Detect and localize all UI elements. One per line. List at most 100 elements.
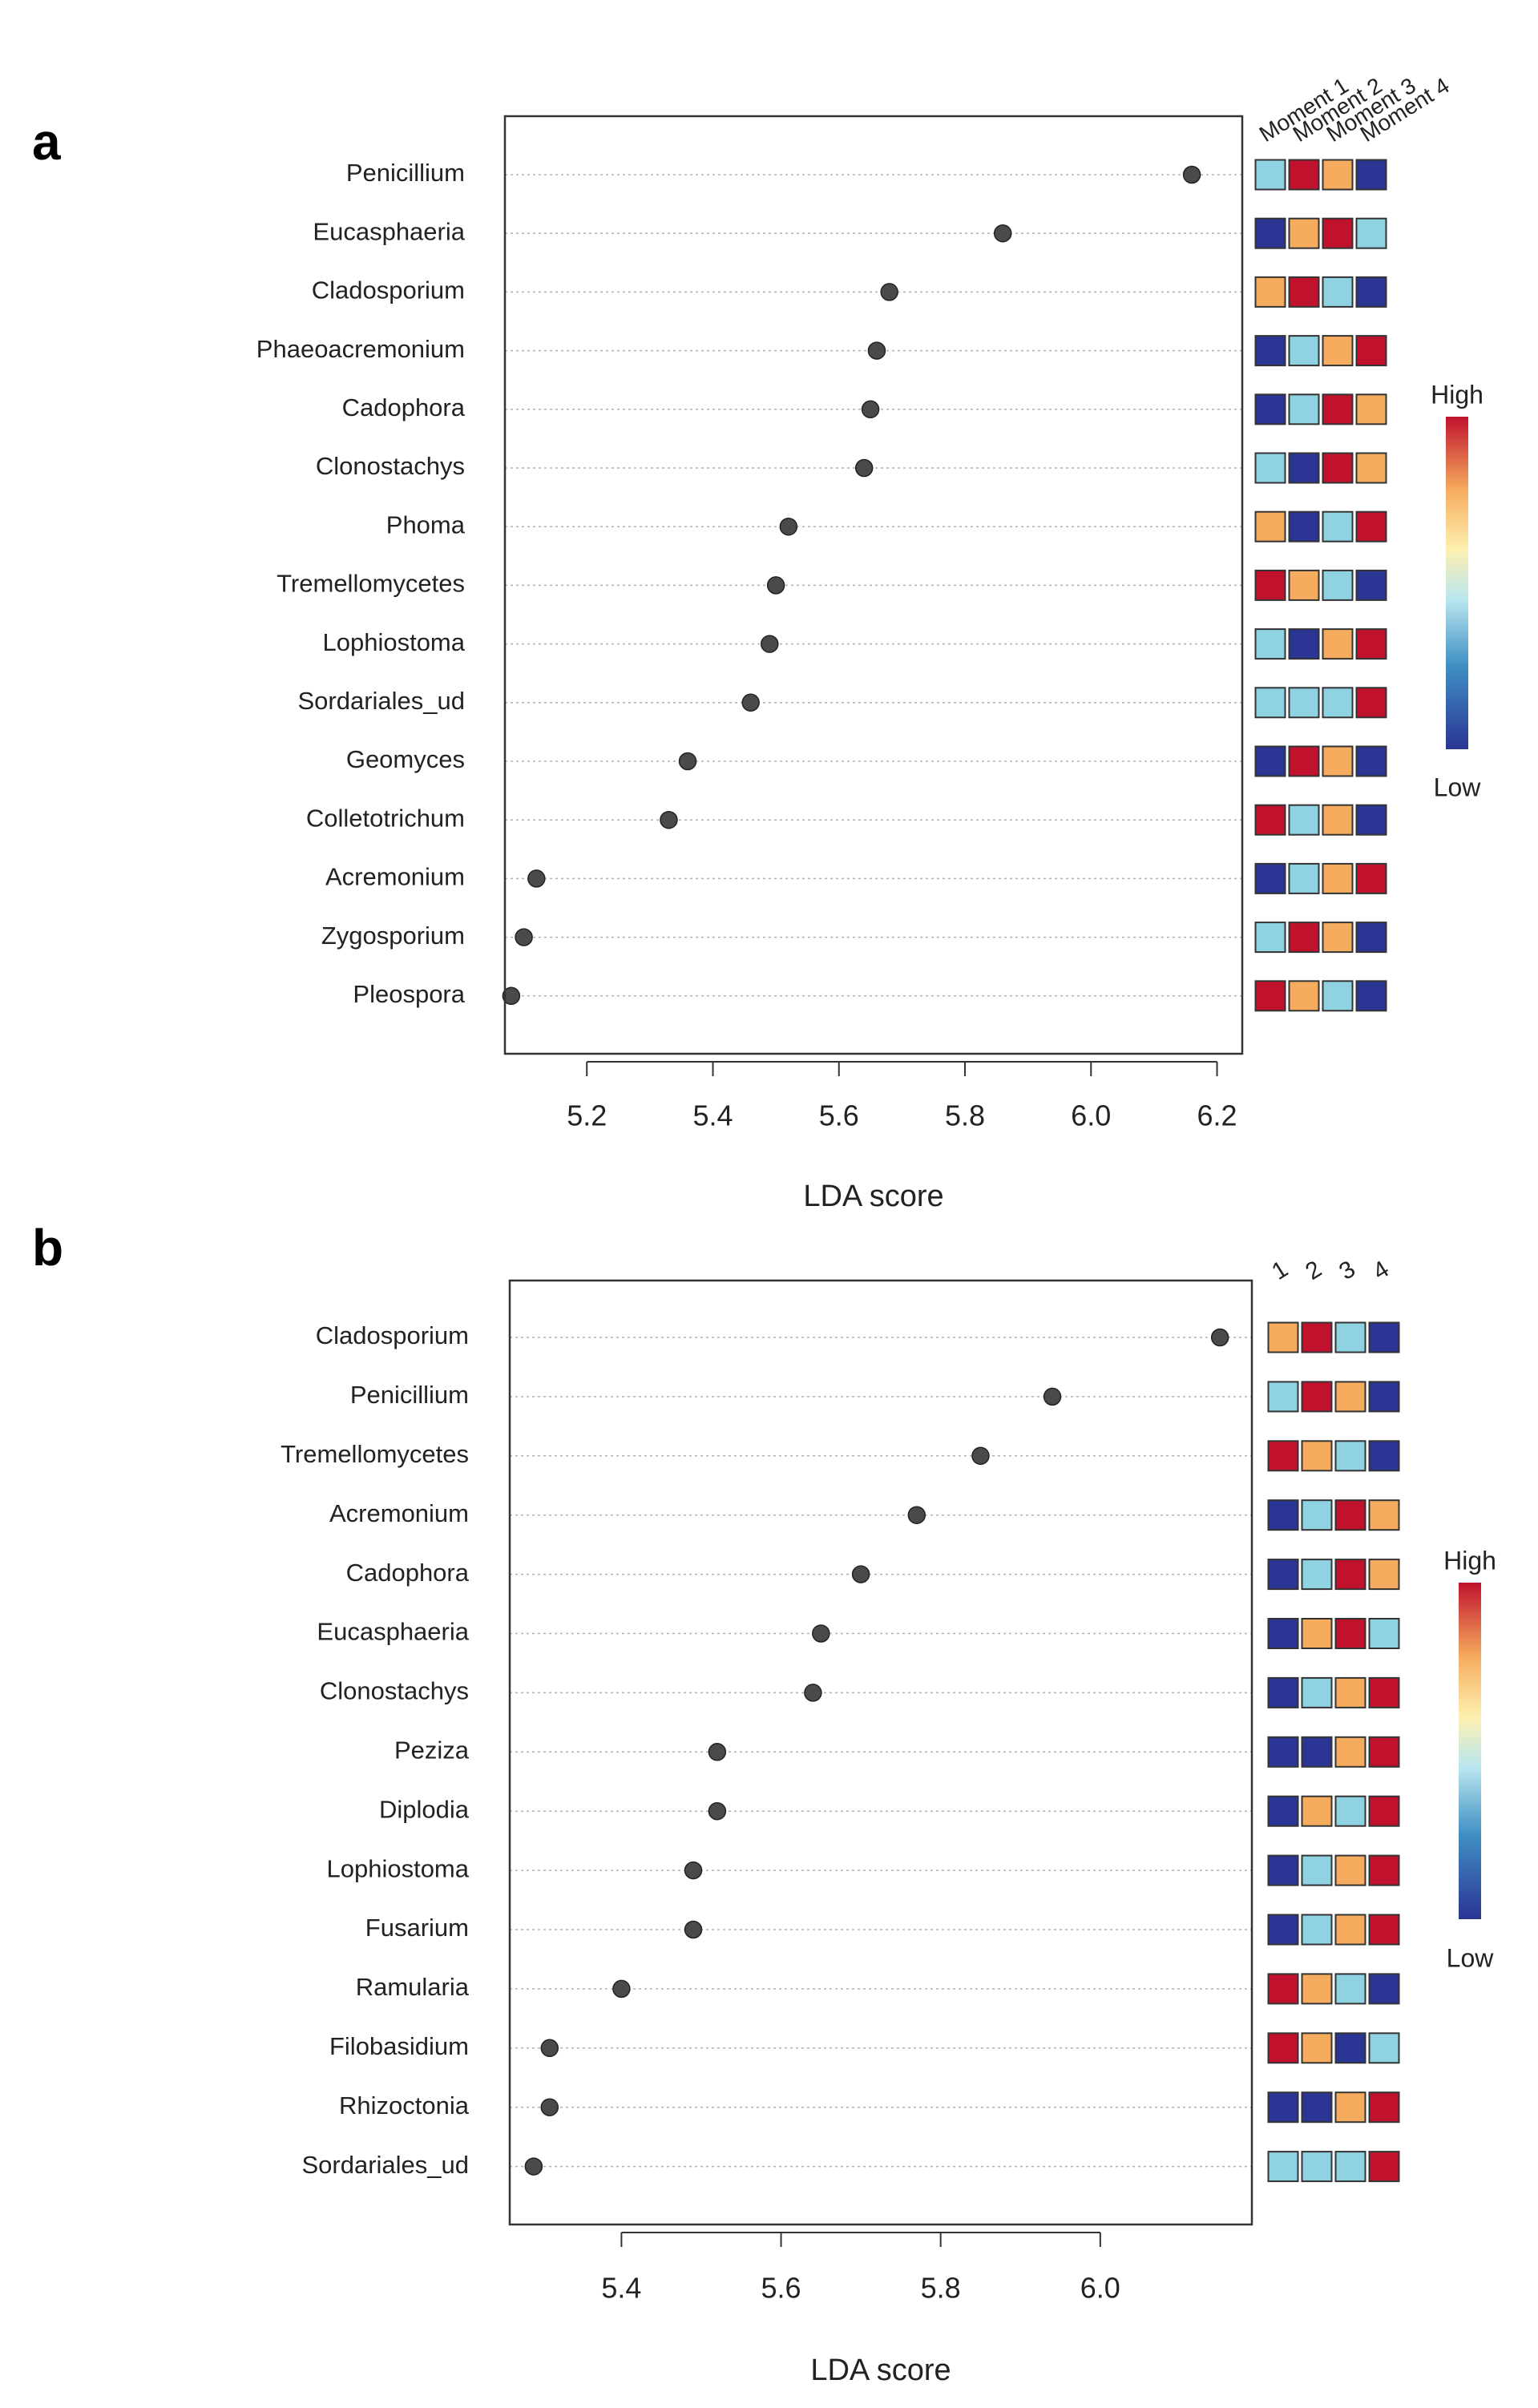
heatmap-cell <box>1355 804 1387 836</box>
heatmap-cell <box>1368 1795 1400 1827</box>
heatmap-cell <box>1355 510 1387 543</box>
heatmap-column-label: 1 <box>1267 1256 1293 1285</box>
heatmap-cell <box>1334 1854 1366 1886</box>
heatmap-cell <box>1334 1676 1366 1708</box>
heatmap-cell <box>1322 745 1354 777</box>
panel-label-a: a <box>32 113 61 171</box>
category-label: Fusarium <box>365 1914 469 1942</box>
heatmap-cell <box>1301 1854 1333 1886</box>
data-point <box>779 517 798 536</box>
data-point <box>854 458 874 478</box>
heatmap-cell <box>1288 393 1320 426</box>
data-point <box>527 869 546 888</box>
color-scale-bar <box>1446 417 1468 749</box>
heatmap-column-label: 2 <box>1301 1256 1326 1285</box>
color-scale-high-label: High <box>1443 1546 1496 1575</box>
heatmap-cell <box>1334 1321 1366 1353</box>
heatmap-cell <box>1288 628 1320 660</box>
heatmap-cell <box>1301 1499 1333 1531</box>
heatmap-cell <box>1267 1676 1299 1708</box>
heatmap-cell <box>1254 276 1286 308</box>
heatmap-cell <box>1334 1499 1366 1531</box>
heatmap-cell <box>1355 335 1387 367</box>
heatmap-cell <box>1322 687 1354 719</box>
category-label: Colletotrichum <box>306 804 465 832</box>
heatmap-cell <box>1267 1973 1299 2005</box>
data-point <box>540 2098 559 2116</box>
category-label: Tremellomycetes <box>281 1440 469 1468</box>
x-tick-label: 5.6 <box>761 2272 801 2305</box>
heatmap-cell <box>1322 276 1354 308</box>
x-tick-label: 5.4 <box>601 2272 641 2305</box>
heatmap-cell <box>1334 2032 1366 2064</box>
heatmap-cell <box>1267 1795 1299 1827</box>
heatmap-cell <box>1288 335 1320 367</box>
heatmap-cell <box>1355 628 1387 660</box>
heatmap-cell <box>1267 1440 1299 1472</box>
x-tick-label: 5.8 <box>921 2272 961 2305</box>
heatmap-cell <box>1355 745 1387 777</box>
category-label: Rhizoctonia <box>339 2091 470 2120</box>
heatmap-cell <box>1368 2151 1400 2183</box>
category-label: Acremonium <box>329 1499 469 1527</box>
heatmap-cell <box>1254 980 1286 1012</box>
heatmap-cell <box>1288 804 1320 836</box>
heatmap-cell <box>1322 569 1354 601</box>
panel-label-b: b <box>32 1219 64 1277</box>
heatmap-cell <box>1267 2151 1299 2183</box>
heatmap-cell <box>1322 217 1354 249</box>
data-point <box>540 2039 559 2058</box>
heatmap-cell <box>1355 862 1387 894</box>
heatmap-cell <box>1322 510 1354 543</box>
heatmap-cell <box>1355 393 1387 426</box>
heatmap-cell <box>1368 1321 1400 1353</box>
heatmap-cell <box>1254 804 1286 836</box>
data-point <box>880 283 898 301</box>
data-point <box>971 1446 990 1466</box>
heatmap-cell <box>1267 1618 1299 1649</box>
heatmap-cell <box>1334 1618 1366 1649</box>
heatmap-cell <box>1322 335 1354 367</box>
category-label: Eucasphaeria <box>313 217 465 245</box>
data-point <box>515 928 533 946</box>
plot-frame <box>503 115 1244 1055</box>
category-label: Tremellomycetes <box>277 570 465 598</box>
category-label: Lophiostoma <box>322 628 465 656</box>
data-point <box>851 1565 870 1583</box>
data-point <box>861 400 880 419</box>
data-point <box>660 810 678 829</box>
heatmap-cell <box>1254 217 1286 249</box>
heatmap-cell <box>1322 862 1354 894</box>
heatmap-cell <box>1254 393 1286 426</box>
heatmap-cell <box>1368 1854 1400 1886</box>
heatmap-cell <box>1301 1795 1333 1827</box>
data-point <box>612 1979 631 1999</box>
data-point <box>524 2157 543 2176</box>
heatmap-cell <box>1334 2151 1366 2183</box>
heatmap-cell <box>1301 1676 1333 1708</box>
heatmap-cell <box>1322 159 1354 191</box>
heatmap-cell <box>1254 452 1286 484</box>
category-label: Peziza <box>394 1736 470 1764</box>
heatmap-cell <box>1322 922 1354 954</box>
heatmap-cell <box>1322 393 1354 426</box>
data-point <box>1182 165 1201 184</box>
x-tick-label: 6.0 <box>1080 2272 1120 2305</box>
category-label: Sordariales_ud <box>301 2151 469 2179</box>
heatmap-cell <box>1267 1321 1299 1353</box>
data-point <box>867 341 886 360</box>
heatmap-cell <box>1254 687 1286 719</box>
category-label: Pleospora <box>353 980 465 1008</box>
heatmap-cell <box>1322 804 1354 836</box>
heatmap-cell <box>1368 1499 1400 1531</box>
data-point <box>804 1684 822 1702</box>
heatmap-cell <box>1368 2091 1400 2124</box>
category-label: Filobasidium <box>329 2032 469 2060</box>
heatmap-cell <box>1254 335 1286 367</box>
data-point <box>1210 1328 1229 1347</box>
heatmap-cell <box>1254 159 1286 191</box>
category-label: Geomyces <box>346 745 465 773</box>
heatmap-cell <box>1301 1914 1333 1946</box>
heatmap-cell <box>1254 569 1286 601</box>
